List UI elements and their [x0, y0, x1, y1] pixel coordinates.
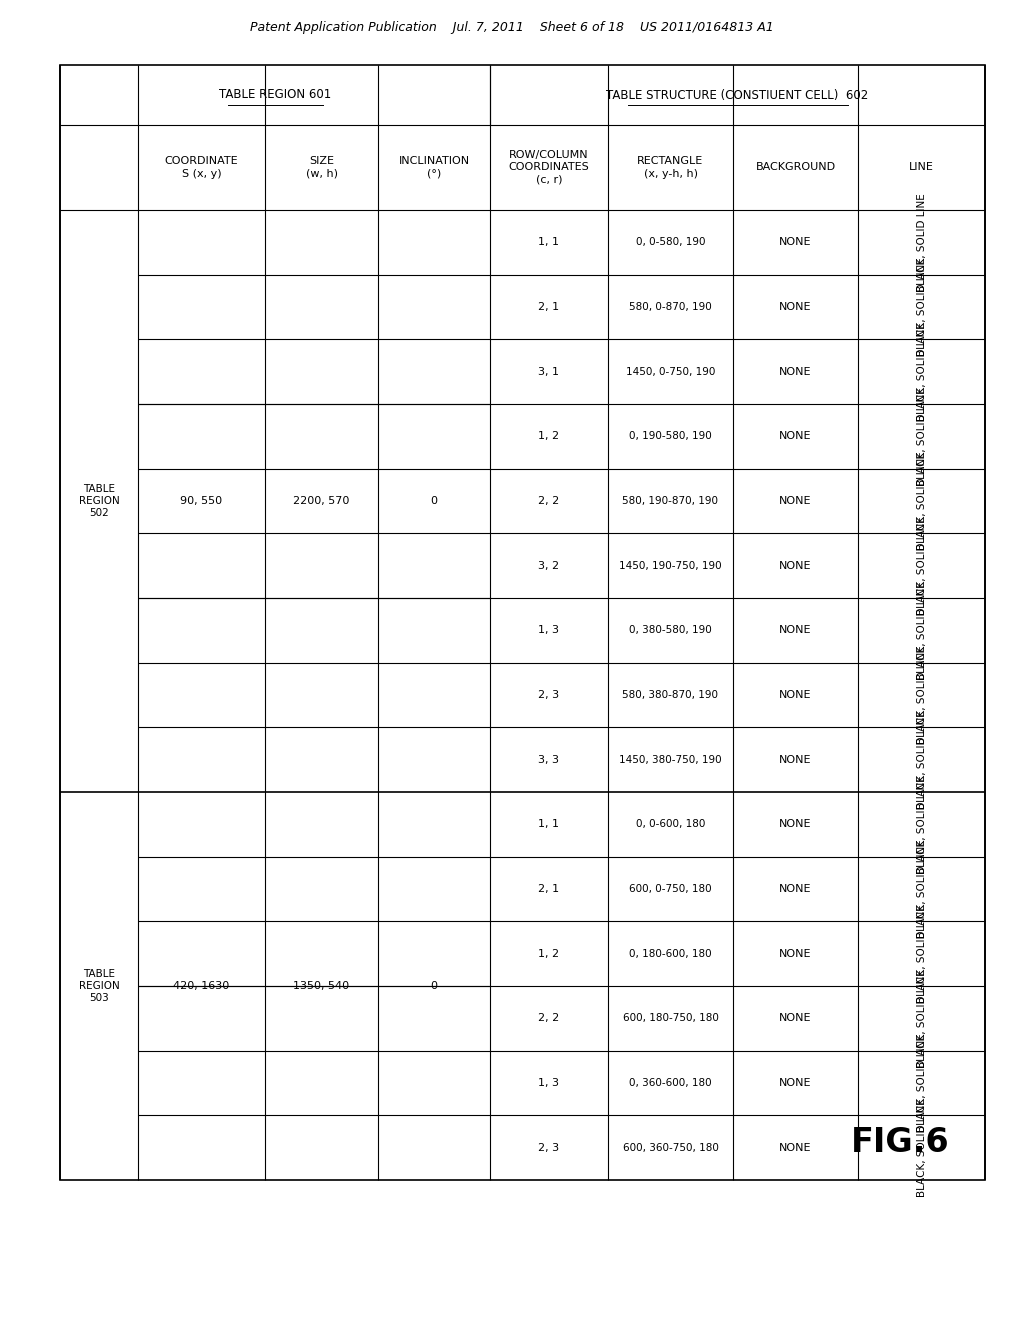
Text: BLACK, SOLID LINE: BLACK, SOLID LINE: [916, 645, 927, 744]
Text: BLACK, SOLID LINE: BLACK, SOLID LINE: [916, 904, 927, 1003]
Text: 600, 0-750, 180: 600, 0-750, 180: [629, 884, 712, 894]
Text: Patent Application Publication    Jul. 7, 2011    Sheet 6 of 18    US 2011/01648: Patent Application Publication Jul. 7, 2…: [250, 21, 774, 33]
Text: 0, 0-600, 180: 0, 0-600, 180: [636, 820, 706, 829]
Text: 1, 2: 1, 2: [539, 949, 559, 958]
Text: 3, 2: 3, 2: [539, 561, 559, 570]
Text: TABLE REGION 601: TABLE REGION 601: [219, 88, 331, 102]
Text: BACKGROUND: BACKGROUND: [756, 162, 836, 173]
Text: 2200, 570: 2200, 570: [293, 496, 349, 506]
Text: 0, 0-580, 190: 0, 0-580, 190: [636, 238, 706, 247]
Text: BLACK, SOLID LINE: BLACK, SOLID LINE: [916, 969, 927, 1068]
Text: BLACK, SOLID LINE: BLACK, SOLID LINE: [916, 1034, 927, 1133]
Text: 0, 190-580, 190: 0, 190-580, 190: [629, 432, 712, 441]
Text: 580, 0-870, 190: 580, 0-870, 190: [629, 302, 712, 312]
Text: 2, 2: 2, 2: [539, 1014, 560, 1023]
Text: BLACK, SOLID LINE: BLACK, SOLID LINE: [916, 451, 927, 550]
Text: BLACK, SOLID LINE: BLACK, SOLID LINE: [916, 710, 927, 809]
Text: 0: 0: [430, 496, 437, 506]
Bar: [60, 65, 985, 1180]
Text: 1, 3: 1, 3: [539, 626, 559, 635]
Text: 1, 2: 1, 2: [539, 432, 559, 441]
Text: TABLE
REGION
502: TABLE REGION 502: [79, 483, 120, 519]
Text: LINE: LINE: [909, 162, 934, 173]
Text: NONE: NONE: [779, 949, 812, 958]
Text: 90, 550: 90, 550: [180, 496, 222, 506]
Text: 600, 360-750, 180: 600, 360-750, 180: [623, 1143, 719, 1152]
Text: 1450, 0-750, 190: 1450, 0-750, 190: [626, 367, 715, 376]
Text: NONE: NONE: [779, 367, 812, 376]
Text: ROW/COLUMN
COORDINATES
(c, r): ROW/COLUMN COORDINATES (c, r): [509, 150, 590, 185]
Text: NONE: NONE: [779, 1078, 812, 1088]
Text: SIZE
(w, h): SIZE (w, h): [305, 156, 338, 178]
Text: 1350, 540: 1350, 540: [294, 981, 349, 991]
Text: 2, 1: 2, 1: [539, 884, 559, 894]
Text: 0: 0: [430, 981, 437, 991]
Text: TABLE STRUCTURE (CONSTIUENT CELL)  602: TABLE STRUCTURE (CONSTIUENT CELL) 602: [606, 88, 868, 102]
Text: 2, 3: 2, 3: [539, 690, 559, 700]
Text: 1, 3: 1, 3: [539, 1078, 559, 1088]
Text: 0, 180-600, 180: 0, 180-600, 180: [629, 949, 712, 958]
Text: NONE: NONE: [779, 1143, 812, 1152]
Text: TABLE
REGION
503: TABLE REGION 503: [79, 969, 120, 1003]
Text: NONE: NONE: [779, 496, 812, 506]
Text: NONE: NONE: [779, 1014, 812, 1023]
Text: NONE: NONE: [779, 626, 812, 635]
Text: 1450, 380-750, 190: 1450, 380-750, 190: [620, 755, 722, 764]
Text: 1, 1: 1, 1: [539, 820, 559, 829]
Text: 0, 380-580, 190: 0, 380-580, 190: [629, 626, 712, 635]
Text: 580, 190-870, 190: 580, 190-870, 190: [623, 496, 719, 506]
Text: NONE: NONE: [779, 238, 812, 247]
Text: NONE: NONE: [779, 755, 812, 764]
Text: NONE: NONE: [779, 432, 812, 441]
Text: BLACK, SOLID LINE: BLACK, SOLID LINE: [916, 840, 927, 939]
Text: 580, 380-870, 190: 580, 380-870, 190: [623, 690, 719, 700]
Text: NONE: NONE: [779, 820, 812, 829]
Text: RECTANGLE
(x, y-h, h): RECTANGLE (x, y-h, h): [637, 156, 703, 178]
Text: BLACK, SOLID LINE: BLACK, SOLID LINE: [916, 1098, 927, 1197]
Text: 1, 1: 1, 1: [539, 238, 559, 247]
Text: COORDINATE
S (x, y): COORDINATE S (x, y): [165, 156, 239, 178]
Text: BLACK, SOLID LINE: BLACK, SOLID LINE: [916, 257, 927, 356]
Text: 3, 3: 3, 3: [539, 755, 559, 764]
Text: NONE: NONE: [779, 302, 812, 312]
Text: 0, 360-600, 180: 0, 360-600, 180: [629, 1078, 712, 1088]
Text: BLACK, SOLID LINE: BLACK, SOLID LINE: [916, 775, 927, 874]
Text: BLACK, SOLID LINE: BLACK, SOLID LINE: [916, 193, 927, 292]
Text: 2, 1: 2, 1: [539, 302, 559, 312]
Text: 420, 1630: 420, 1630: [173, 981, 229, 991]
Text: BLACK, SOLID LINE: BLACK, SOLID LINE: [916, 387, 927, 486]
Text: 600, 180-750, 180: 600, 180-750, 180: [623, 1014, 719, 1023]
Text: BLACK, SOLID LINE: BLACK, SOLID LINE: [916, 516, 927, 615]
Text: BLACK, SOLID LINE: BLACK, SOLID LINE: [916, 581, 927, 680]
Text: INCLINATION
(°): INCLINATION (°): [398, 156, 470, 178]
Text: NONE: NONE: [779, 561, 812, 570]
Text: NONE: NONE: [779, 884, 812, 894]
Text: 1450, 190-750, 190: 1450, 190-750, 190: [620, 561, 722, 570]
Text: NONE: NONE: [779, 690, 812, 700]
Text: FIG.6: FIG.6: [851, 1126, 949, 1159]
Text: 2, 3: 2, 3: [539, 1143, 559, 1152]
Text: 3, 1: 3, 1: [539, 367, 559, 376]
Text: BLACK, SOLID LINE: BLACK, SOLID LINE: [916, 322, 927, 421]
Text: 2, 2: 2, 2: [539, 496, 560, 506]
